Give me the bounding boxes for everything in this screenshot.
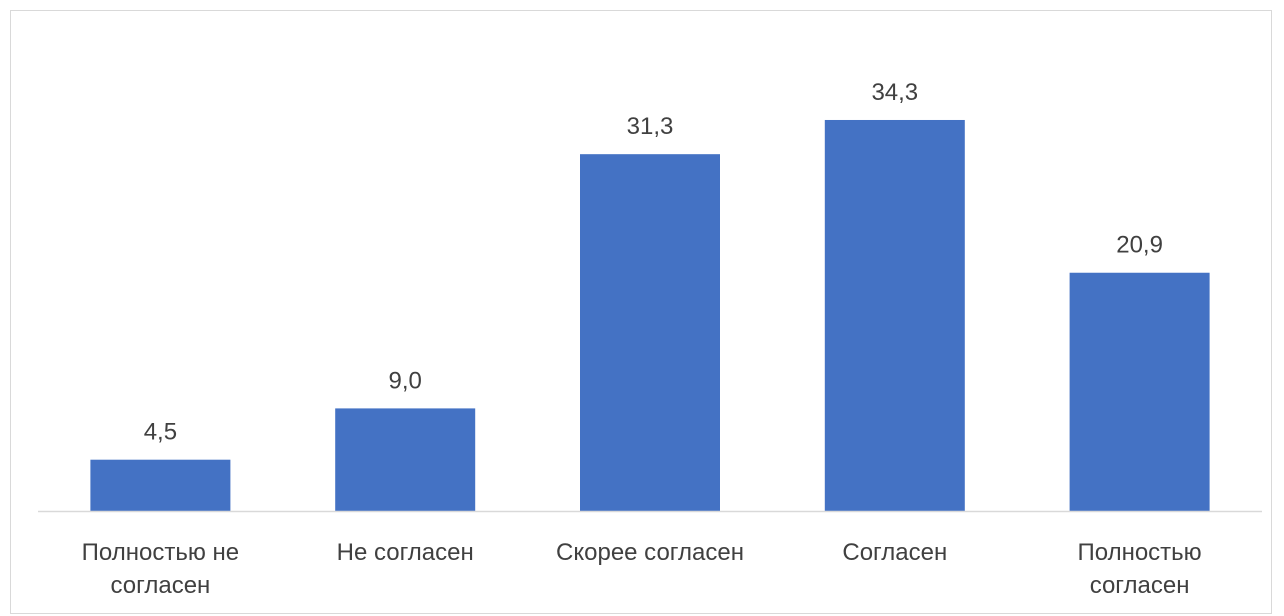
bar-3	[580, 154, 720, 511]
category-label-3: Скорее согласен	[556, 539, 744, 566]
category-label-1: Полностью не согласен	[82, 539, 239, 599]
data-labels-group: 4,5 9,0 31,3 34,3 20,9	[144, 79, 1163, 446]
data-label-1: 4,5	[144, 419, 177, 446]
category-label-line: Полностью	[1078, 539, 1202, 566]
category-label-5: Полностью согласен	[1078, 539, 1202, 599]
category-label-line: согласен	[1090, 572, 1190, 599]
bar-4	[824, 119, 965, 511]
category-labels-group: Полностью не согласен Не согласен Скорее со…	[82, 539, 1202, 599]
bar-1	[90, 459, 231, 511]
category-label-2: Не согласен	[337, 539, 474, 566]
data-label-2: 9,0	[389, 367, 422, 394]
category-label-line: Согласен	[842, 539, 947, 566]
data-label-3: 31,3	[627, 113, 674, 140]
bar-5	[1069, 272, 1210, 511]
category-label-line: Полностью не	[82, 539, 239, 566]
category-label-4: Согласен	[842, 539, 947, 566]
bar-2	[335, 408, 476, 511]
category-label-line: согласен	[111, 572, 211, 599]
category-label-line: Не согласен	[337, 539, 474, 566]
bars-group	[90, 119, 1210, 511]
data-label-5: 20,9	[1116, 232, 1163, 259]
category-label-line: Скорее согласен	[556, 539, 744, 566]
data-label-4: 34,3	[871, 79, 918, 106]
